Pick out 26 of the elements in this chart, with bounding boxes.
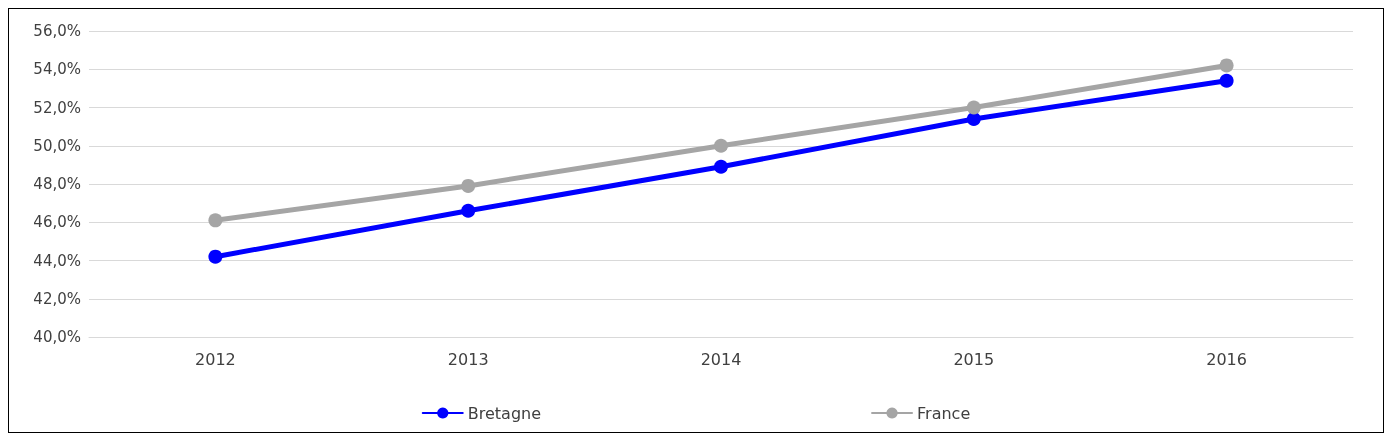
x-tick-label: 2014 — [700, 349, 742, 369]
point — [208, 249, 223, 264]
y-tick-label: 46,0% — [33, 213, 81, 232]
point — [1219, 73, 1234, 88]
point — [208, 213, 223, 228]
y-tick-label: 40,0% — [33, 328, 81, 346]
y-tick-label: 50,0% — [33, 136, 81, 155]
point — [1219, 58, 1234, 73]
x-tick-label: 2012 — [195, 349, 236, 369]
y-tick-label: 48,0% — [33, 175, 81, 193]
point — [461, 203, 476, 218]
y-tick-label: 42,0% — [33, 289, 81, 308]
point — [966, 100, 981, 115]
point — [461, 178, 476, 193]
point — [966, 111, 981, 126]
y-tick-label: 54,0% — [33, 60, 81, 79]
y-tick-label: 44,0% — [33, 251, 81, 270]
point — [714, 138, 728, 153]
x-tick-label: 2015 — [953, 349, 995, 369]
legend-label: France — [917, 403, 971, 423]
point — [714, 159, 728, 174]
x-tick-label: 2013 — [447, 349, 489, 369]
y-tick-label: 56,0% — [33, 22, 81, 40]
legend-label: Bretagne — [467, 403, 542, 423]
x-tick-label: 2016 — [1206, 349, 1247, 369]
y-tick-label: 52,0% — [33, 98, 81, 117]
